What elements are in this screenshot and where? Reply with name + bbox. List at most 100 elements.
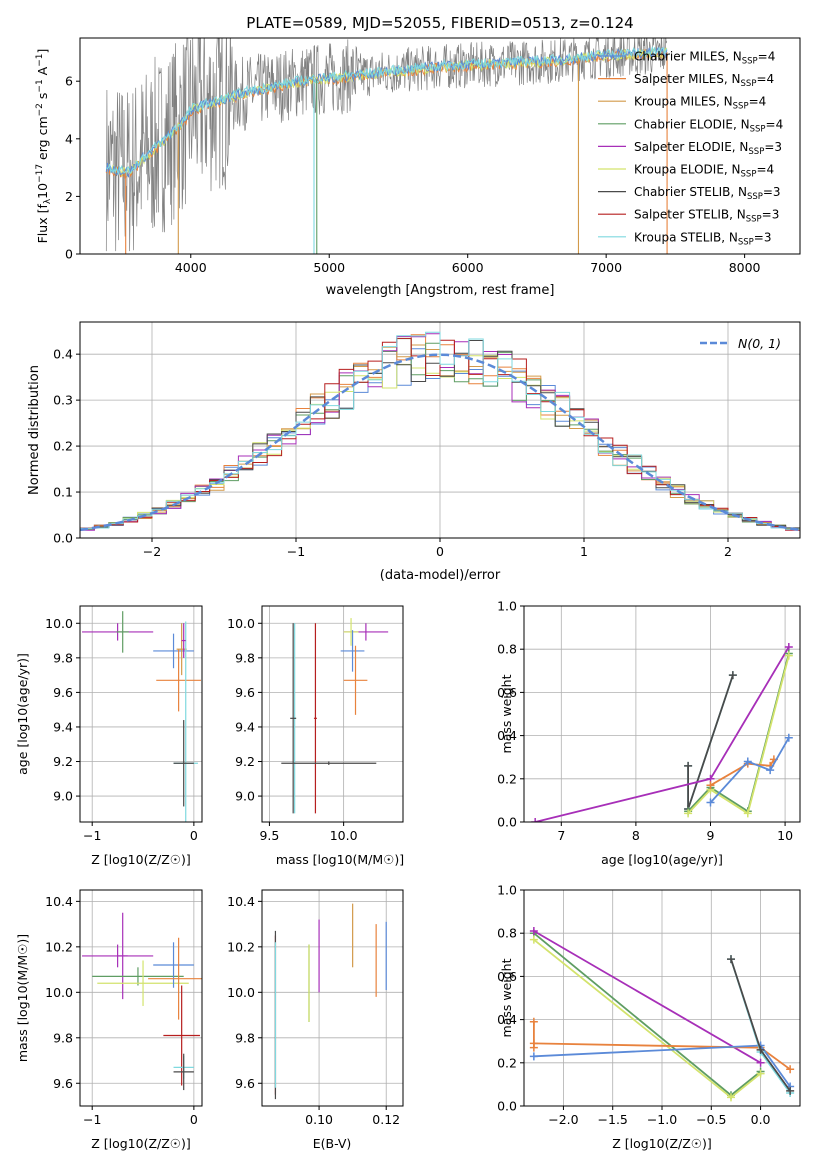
y-tick-label: 0.6 [497,685,517,700]
legend-label: Kroupa STELIB, NSSP=3 [634,230,772,247]
x-tick-label: 0.12 [372,1112,400,1127]
y-tick-label: 9.4 [235,719,255,734]
x-tick-label: 9.5 [259,828,279,843]
x-axis-label: Z [log10(Z/Z☉)] [91,1136,191,1151]
weight-marker [756,1058,765,1067]
y-axis-label: mass weight [499,958,514,1037]
axes-frame [261,889,404,1107]
y-tick-label: 9.6 [235,1076,255,1091]
axes-frame [79,321,801,539]
y-tick-label: 0.0 [53,531,73,546]
x-tick-label: 0.10 [305,1112,333,1127]
x-tick-label: 5000 [313,260,345,275]
weight-marker [684,809,693,818]
weight-marker [756,1069,765,1078]
y-tick-label: 10.2 [227,939,255,954]
y-tick-label: 9.0 [235,789,255,804]
axes-frame [523,605,801,823]
legend-label: N(0, 1) [738,336,781,351]
weight-marker [529,1043,538,1052]
legend-label: Chabrier ELODIE, NSSP=4 [634,117,783,134]
weight-marker [784,733,793,742]
y-tick-label: 10.0 [227,616,255,631]
observed-spectrum [105,38,668,252]
y-tick-label: 9.8 [53,1030,73,1045]
x-tick-label: −0.5 [696,1112,726,1127]
weight-marker [786,1065,795,1074]
weight-marker [529,927,538,936]
weight-series [709,737,790,804]
x-axis-label: Z [log10(Z/Z☉)] [91,852,191,867]
errorbars [274,903,387,1100]
x-tick-label: 0 [190,828,198,843]
weight-marker [529,935,538,944]
weight-marker [684,761,693,770]
y-tick-label: 9.4 [53,719,73,734]
x-tick-label: 0 [190,1112,198,1127]
errorbars [82,611,201,822]
weight-series [533,938,762,1099]
axes-mass_vs_ebv: 0.10 0.12 9.6 9.8 10.0 10.2 10.4 [227,890,403,1127]
y-tick-label: 10.4 [227,894,255,909]
axes-weight_vs_age: 7 8 9 10 0.0 0.2 0.4 0.6 0.8 1.0 [497,599,800,843]
y-tick-label: 0.2 [497,1055,517,1070]
x-tick-label: 9 [707,828,715,843]
x-axis-label: mass [log10(M/M☉)] [276,852,404,867]
weight-marker [756,1045,765,1054]
weight-marker [727,1093,735,1102]
y-tick-label: 9.8 [53,650,73,665]
y-tick-label: 0.3 [53,393,73,408]
x-tick-label: 1 [580,544,588,559]
legend-label: Salpeter ELODIE, NSSP=3 [634,140,782,157]
y-axis-label: Normed distribution [27,365,42,495]
x-tick-label: 8000 [729,260,761,275]
y-tick-label: 0.4 [497,728,517,743]
axes-frame [523,889,801,1107]
weight-series [687,655,790,815]
y-tick-label: 0.0 [497,815,517,830]
legend-label: Chabrier MILES, NSSP=4 [634,50,775,67]
y-tick-label: 0.2 [53,439,73,454]
y-tick-label: 0.4 [53,347,73,362]
x-tick-label: −1 [83,1112,101,1127]
y-tick-label: 0.4 [497,1012,517,1027]
weight-marker [728,671,737,680]
axes-frame [79,37,801,255]
x-tick-label: −1.0 [647,1112,677,1127]
y-tick-label: 0.6 [497,969,517,984]
y-tick-label: 1.0 [497,599,517,614]
weight-marker [706,781,715,790]
weight-marker [727,955,735,964]
x-tick-label: 10.0 [330,828,358,843]
x-axis-label: (data-model)/error [380,568,501,583]
x-tick-label: 6000 [452,260,484,275]
weight-marker [743,757,752,766]
y-tick-label: 9.6 [53,685,73,700]
axes-frame [79,605,203,823]
y-tick-label: 10.0 [227,985,255,1000]
x-tick-label: 4000 [175,260,207,275]
y-tick-label: 9.2 [53,754,73,769]
spectrum-legend: Chabrier MILES, NSSP=4 Salpeter MILES, NS… [598,50,783,247]
y-tick-label: 9.8 [235,650,255,665]
x-tick-label: −2.0 [548,1112,578,1127]
axes-frame [261,605,404,823]
x-tick-label: 2 [724,544,732,559]
x-tick-label: −1 [83,828,101,843]
x-tick-label: −1.5 [598,1112,628,1127]
histograms [80,331,800,532]
y-tick-label: 10.2 [45,939,73,954]
x-tick-label: −1 [287,544,305,559]
errorbars [281,618,389,814]
y-tick-label: 0.0 [497,1099,517,1114]
y-tick-label: 4 [65,131,73,146]
y-axis-label: Flux [fλ10−17 erg cm−2 s−1 A−1] [35,49,53,244]
weight-marker [786,1086,795,1095]
legend-label: Kroupa MILES, NSSP=4 [634,95,766,112]
weight-marker [743,809,752,818]
weight-marker [531,818,540,822]
y-tick-label: 0.1 [53,485,73,500]
x-axis-label: Z [log10(Z/Z☉)] [612,1136,712,1151]
weight-lines [529,927,795,1102]
